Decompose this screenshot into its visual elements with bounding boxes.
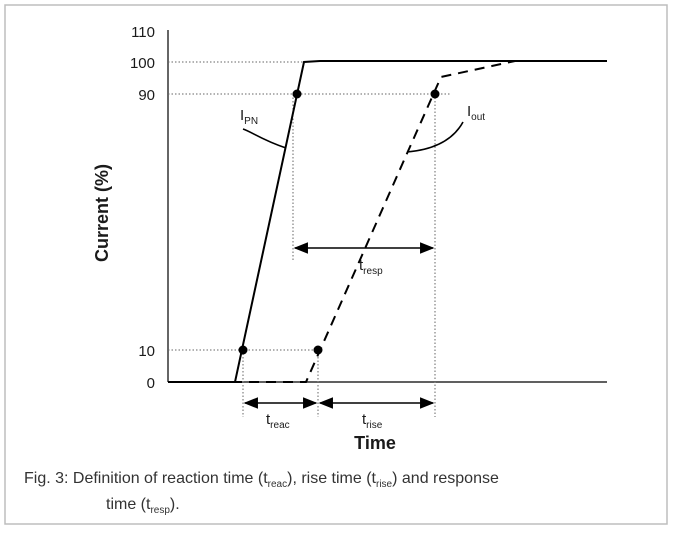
label-iout: Iout <box>467 103 485 123</box>
figure-caption: Fig. 3: Definition of reaction time (tre… <box>24 469 624 521</box>
point-ipn-10 <box>238 345 248 355</box>
label-tresp: tresp <box>359 257 383 277</box>
label-ipn: IPN <box>240 107 258 127</box>
y-tick-110: 110 <box>131 24 155 41</box>
iout-leader <box>406 121 464 153</box>
label-treac: treac <box>266 411 290 431</box>
point-iout-10 <box>313 345 323 355</box>
point-ipn-90 <box>292 89 302 99</box>
label-trise: trise <box>362 411 383 431</box>
y-tick-10: 10 <box>138 343 155 360</box>
y-tick-90: 90 <box>138 87 155 104</box>
figure-frame <box>4 4 668 525</box>
x-axis-title: Time <box>354 433 396 453</box>
y-tick-100: 100 <box>130 55 155 72</box>
ipn-leader <box>242 128 287 149</box>
caption-line-1: Fig. 3: Definition of reaction time (tre… <box>24 470 499 491</box>
caption-line-2: time (tresp). <box>106 496 180 517</box>
ipn-curve <box>168 60 607 383</box>
iout-curve <box>215 60 607 383</box>
point-iout-90 <box>430 89 440 99</box>
y-tick-0: 0 <box>147 375 155 392</box>
y-axis-title: Current (%) <box>92 164 112 262</box>
